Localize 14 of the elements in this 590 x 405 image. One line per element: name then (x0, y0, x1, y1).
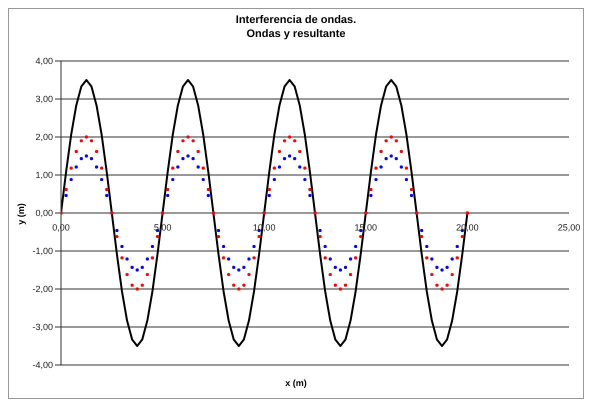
y-tick-label: 1,00 (35, 170, 53, 180)
y-axis-title: y (m) (16, 202, 26, 224)
x-axis-title: x (m) (284, 378, 308, 388)
y-tick-label: 0,00 (35, 208, 53, 218)
chart-subtitle: Ondas y resultante (245, 27, 347, 41)
x-tick-label: 25,00 (558, 222, 580, 232)
chart-title: Interferencia de ondas. (234, 13, 358, 27)
y-tick-label: 4,00 (35, 56, 53, 66)
y-tick-label: -1,00 (32, 246, 53, 256)
y-tick-label: -3,00 (32, 322, 53, 332)
y-tick-label: 3,00 (35, 94, 53, 104)
y-tick-label: -4,00 (32, 360, 53, 370)
y-tick-label: -2,00 (32, 284, 53, 294)
y-tick-label: 2,00 (35, 132, 53, 142)
